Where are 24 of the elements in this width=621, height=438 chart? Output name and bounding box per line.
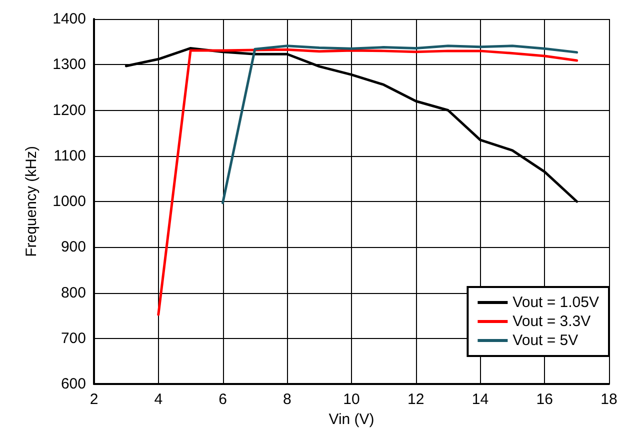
x-axis-title: Vin (V) bbox=[328, 410, 374, 428]
y-tick-label: 1100 bbox=[54, 147, 86, 164]
y-tick-label: 700 bbox=[60, 330, 86, 347]
x-tick-label: 6 bbox=[218, 391, 227, 408]
x-tick-label: 12 bbox=[408, 391, 424, 408]
x-tick-label: 4 bbox=[154, 391, 163, 408]
x-tick-label: 18 bbox=[600, 391, 618, 408]
x-tick-label: 8 bbox=[282, 391, 292, 408]
y-tick-label: 1300 bbox=[52, 56, 86, 74]
line-series bbox=[222, 44, 578, 204]
legend-label: Vout = 3.3V bbox=[512, 313, 591, 330]
y-tick-label: 1400 bbox=[52, 10, 86, 28]
y-tick-label: 800 bbox=[60, 284, 86, 302]
x-tick-label: 14 bbox=[472, 391, 489, 408]
legend-label: Vout = 5V bbox=[512, 332, 578, 349]
x-tick-label: 10 bbox=[343, 391, 360, 408]
x-tick-label: 2 bbox=[90, 391, 98, 408]
y-tick-label: 1200 bbox=[52, 102, 86, 119]
x-tick-label: 16 bbox=[536, 391, 553, 408]
y-tick-label: 600 bbox=[60, 376, 86, 392]
y-tick-label: 900 bbox=[60, 238, 86, 256]
y-axis-title: Frequency (kHz) bbox=[23, 146, 40, 257]
y-tick-label: 1000 bbox=[52, 193, 86, 210]
legend-label: Vout = 1.05V bbox=[512, 294, 600, 311]
